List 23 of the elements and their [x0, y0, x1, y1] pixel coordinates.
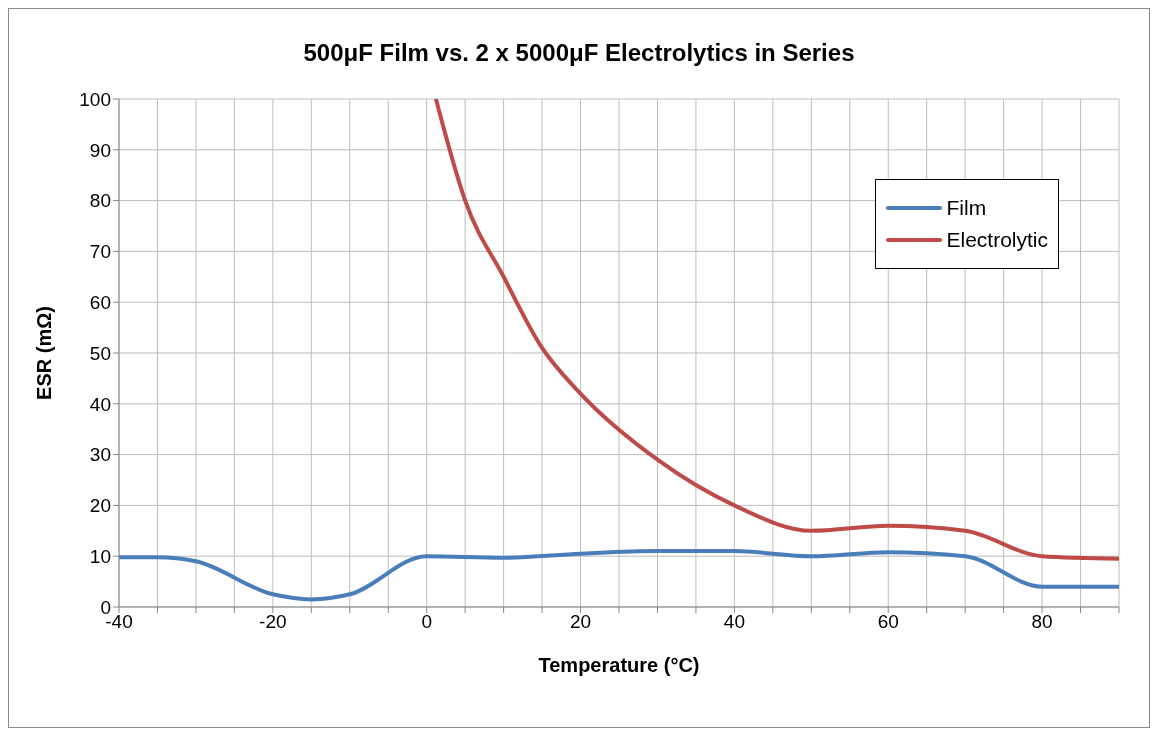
legend-label: Electrolytic	[946, 228, 1048, 252]
y-axis-title: ESR (mΩ)	[33, 306, 56, 400]
x-tick-label: 80	[1031, 611, 1053, 633]
chart-title: 500μF Film vs. 2 x 5000μF Electrolytics in Series	[302, 39, 856, 67]
x-tick-label: 40	[723, 611, 745, 633]
y-tick-label: 60	[89, 291, 111, 313]
y-tick-label: 80	[89, 190, 111, 212]
x-axis-title: Temperature (°C)	[538, 654, 700, 676]
y-tick-label: 40	[89, 393, 111, 415]
y-tick-label: 100	[79, 88, 111, 110]
x-tick-label: -20	[259, 611, 287, 633]
y-tick-label: 30	[89, 444, 111, 466]
x-tick-label: 20	[569, 611, 592, 633]
y-tick-label: 10	[89, 545, 111, 567]
line-series	[433, 99, 1119, 561]
legend-label: Film	[946, 196, 987, 220]
y-tick-label: 20	[89, 495, 111, 517]
y-tick-label: 50	[89, 342, 111, 364]
x-tick-label: 0	[421, 611, 432, 633]
y-tick-label: 90	[89, 139, 111, 161]
line-series	[119, 549, 1119, 602]
y-tick-label: 70	[89, 241, 111, 263]
x-tick-label: 60	[877, 611, 899, 633]
